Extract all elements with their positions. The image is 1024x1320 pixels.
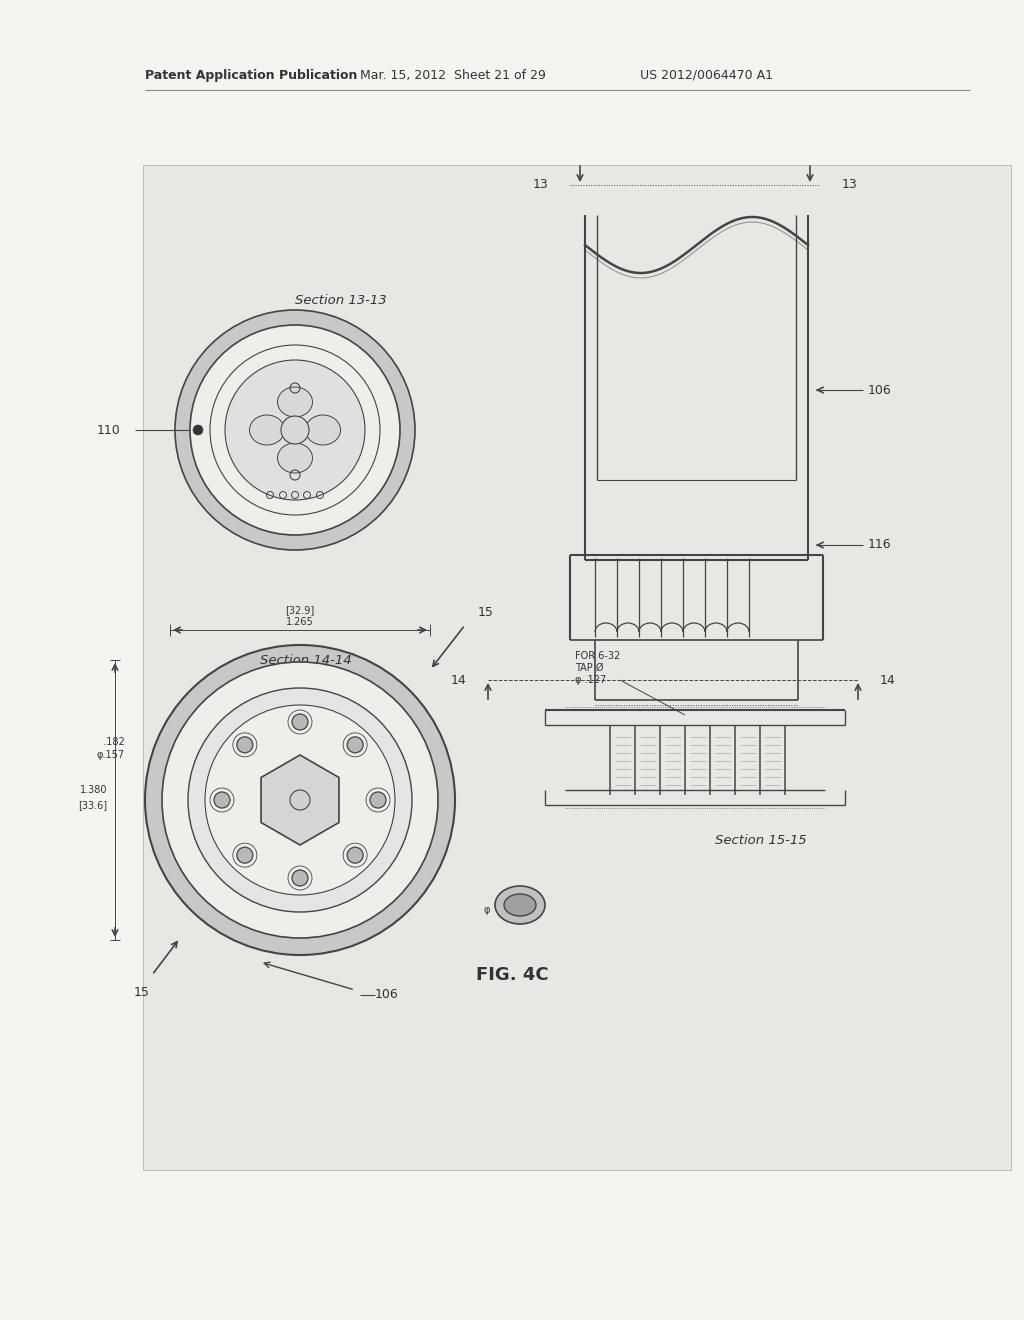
Ellipse shape [495, 886, 545, 924]
Text: FOR 6-32: FOR 6-32 [575, 651, 621, 661]
Text: TAP Ø: TAP Ø [575, 663, 603, 673]
Circle shape [290, 789, 310, 810]
Text: Section 13-13: Section 13-13 [295, 293, 387, 306]
Text: Section 14-14: Section 14-14 [260, 653, 351, 667]
Circle shape [347, 737, 364, 752]
Ellipse shape [504, 894, 536, 916]
Text: 15: 15 [478, 606, 494, 619]
Polygon shape [261, 755, 339, 845]
Ellipse shape [145, 645, 455, 954]
Text: US 2012/0064470 A1: US 2012/0064470 A1 [640, 69, 773, 82]
Text: Section 15-15: Section 15-15 [715, 833, 807, 846]
Ellipse shape [225, 360, 365, 500]
Circle shape [292, 714, 308, 730]
Circle shape [193, 425, 203, 436]
Text: φ .127: φ .127 [575, 675, 606, 685]
Ellipse shape [305, 414, 341, 445]
Circle shape [237, 847, 253, 863]
Text: 106: 106 [868, 384, 892, 396]
Ellipse shape [250, 414, 285, 445]
Text: 1.380: 1.380 [80, 785, 106, 795]
Text: 14: 14 [451, 673, 466, 686]
Text: [33.6]: [33.6] [78, 800, 106, 810]
Ellipse shape [190, 325, 400, 535]
Ellipse shape [281, 416, 309, 444]
Text: FIG. 4C: FIG. 4C [476, 966, 548, 983]
Circle shape [214, 792, 230, 808]
Ellipse shape [205, 705, 395, 895]
Text: 110: 110 [96, 424, 120, 437]
Text: 14: 14 [880, 673, 896, 686]
Ellipse shape [278, 387, 312, 417]
Text: φ: φ [483, 906, 490, 915]
Circle shape [347, 847, 364, 863]
Text: .182: .182 [97, 737, 125, 747]
Text: φ.157: φ.157 [97, 750, 125, 760]
Ellipse shape [162, 663, 438, 939]
Text: 15: 15 [134, 986, 150, 998]
Circle shape [237, 737, 253, 752]
Text: 1.265: 1.265 [286, 616, 314, 627]
Text: [32.9]: [32.9] [286, 605, 314, 615]
Bar [143, 165, 1011, 1170]
Circle shape [370, 792, 386, 808]
Ellipse shape [175, 310, 415, 550]
Text: 106: 106 [375, 989, 398, 1002]
Text: Patent Application Publication: Patent Application Publication [145, 69, 357, 82]
Circle shape [292, 870, 308, 886]
Text: 13: 13 [842, 178, 858, 191]
Text: 13: 13 [532, 178, 548, 191]
Ellipse shape [188, 688, 412, 912]
Ellipse shape [278, 444, 312, 473]
Text: Mar. 15, 2012  Sheet 21 of 29: Mar. 15, 2012 Sheet 21 of 29 [360, 69, 546, 82]
Text: 116: 116 [868, 539, 892, 552]
